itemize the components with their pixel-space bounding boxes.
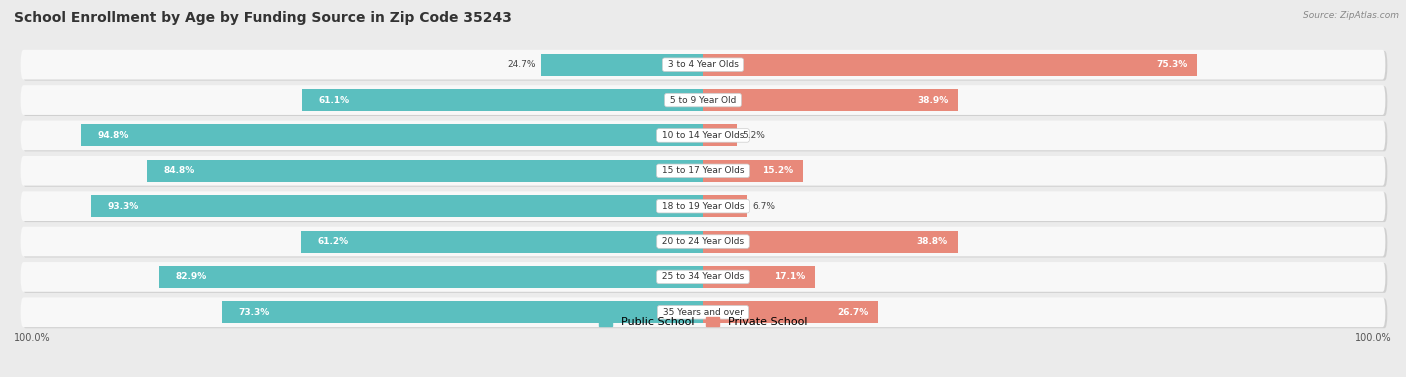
Text: 61.1%: 61.1% — [319, 95, 350, 104]
Bar — [159, 266, 703, 288]
Text: 24.7%: 24.7% — [508, 60, 536, 69]
Text: 38.8%: 38.8% — [917, 237, 948, 246]
FancyBboxPatch shape — [22, 299, 1388, 328]
FancyBboxPatch shape — [21, 156, 1385, 185]
Text: 100.0%: 100.0% — [14, 333, 51, 343]
FancyBboxPatch shape — [22, 157, 1388, 187]
Text: 94.8%: 94.8% — [97, 131, 129, 140]
FancyBboxPatch shape — [22, 122, 1388, 151]
Bar — [703, 195, 747, 217]
Bar — [703, 301, 879, 323]
Bar — [703, 124, 737, 146]
Text: 3 to 4 Year Olds: 3 to 4 Year Olds — [665, 60, 741, 69]
Text: 18 to 19 Year Olds: 18 to 19 Year Olds — [659, 202, 747, 211]
Text: 15 to 17 Year Olds: 15 to 17 Year Olds — [659, 166, 747, 175]
Text: School Enrollment by Age by Funding Source in Zip Code 35243: School Enrollment by Age by Funding Sour… — [14, 11, 512, 25]
Bar — [703, 160, 803, 182]
Text: 5.2%: 5.2% — [742, 131, 765, 140]
Bar — [541, 54, 703, 76]
FancyBboxPatch shape — [21, 50, 1385, 80]
FancyBboxPatch shape — [21, 227, 1385, 256]
Text: 20 to 24 Year Olds: 20 to 24 Year Olds — [659, 237, 747, 246]
FancyBboxPatch shape — [21, 262, 1385, 292]
Text: 100.0%: 100.0% — [1355, 333, 1392, 343]
Text: 38.9%: 38.9% — [917, 95, 949, 104]
FancyBboxPatch shape — [21, 192, 1385, 221]
Text: 84.8%: 84.8% — [163, 166, 194, 175]
Bar — [302, 89, 703, 111]
Legend: Public School, Private School: Public School, Private School — [595, 313, 811, 332]
FancyBboxPatch shape — [21, 121, 1385, 150]
Bar — [703, 231, 957, 253]
Text: 6.7%: 6.7% — [752, 202, 775, 211]
FancyBboxPatch shape — [22, 51, 1388, 81]
Text: 73.3%: 73.3% — [239, 308, 270, 317]
FancyBboxPatch shape — [22, 86, 1388, 116]
Bar — [301, 231, 703, 253]
Bar — [82, 124, 703, 146]
Bar — [703, 266, 815, 288]
Text: Source: ZipAtlas.com: Source: ZipAtlas.com — [1303, 11, 1399, 20]
FancyBboxPatch shape — [22, 263, 1388, 293]
Text: 25 to 34 Year Olds: 25 to 34 Year Olds — [659, 273, 747, 282]
Bar — [222, 301, 703, 323]
Text: 75.3%: 75.3% — [1156, 60, 1187, 69]
Text: 26.7%: 26.7% — [837, 308, 869, 317]
Text: 5 to 9 Year Old: 5 to 9 Year Old — [666, 95, 740, 104]
Bar — [146, 160, 703, 182]
Text: 17.1%: 17.1% — [775, 273, 806, 282]
Bar — [703, 54, 1197, 76]
Text: 15.2%: 15.2% — [762, 166, 793, 175]
Text: 10 to 14 Year Olds: 10 to 14 Year Olds — [659, 131, 747, 140]
Bar — [91, 195, 703, 217]
FancyBboxPatch shape — [21, 85, 1385, 115]
Text: 93.3%: 93.3% — [107, 202, 138, 211]
Bar — [703, 89, 959, 111]
FancyBboxPatch shape — [22, 192, 1388, 222]
Text: 35 Years and over: 35 Years and over — [659, 308, 747, 317]
FancyBboxPatch shape — [22, 228, 1388, 257]
Text: 61.2%: 61.2% — [318, 237, 349, 246]
Text: 82.9%: 82.9% — [176, 273, 207, 282]
FancyBboxPatch shape — [21, 297, 1385, 327]
